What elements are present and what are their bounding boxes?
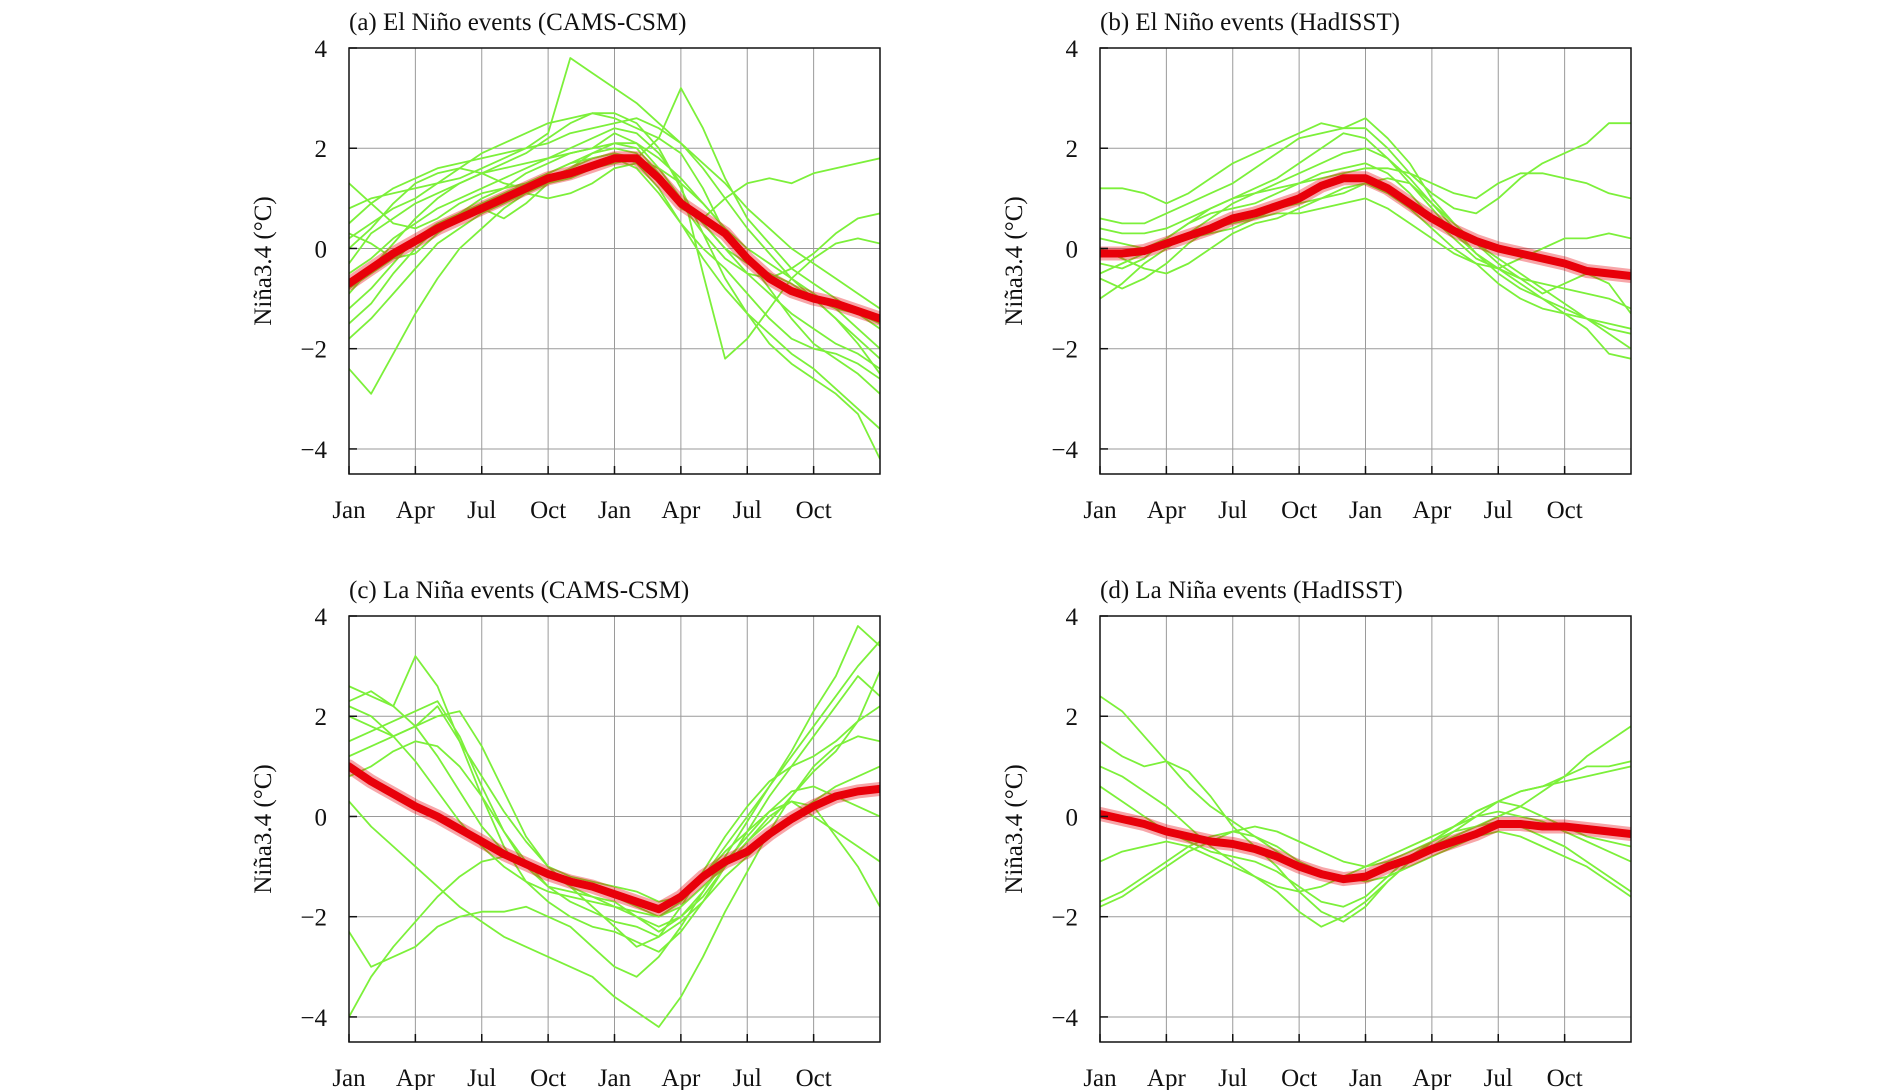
x-tick-label: Jan <box>332 497 366 524</box>
x-tick-label: Oct <box>796 1065 832 1090</box>
member-line-12 <box>349 142 880 350</box>
series-group <box>1100 695 1631 928</box>
x-tick-label: Apr <box>1147 1065 1187 1090</box>
x-tick-label: Jan <box>598 1065 632 1090</box>
x-tick-label: Oct <box>1281 497 1317 524</box>
x-tick-label: Jul <box>1484 497 1513 524</box>
composite-mean-line <box>1100 810 1631 884</box>
y-tick-label: 2 <box>315 704 328 731</box>
member-line-3 <box>349 625 880 978</box>
x-tick-label: Jan <box>332 1065 366 1090</box>
y-tick-label: −4 <box>1051 1005 1078 1032</box>
y-axis-label: Niña3.4 (°C) <box>250 196 277 325</box>
y-tick-label: −2 <box>1051 337 1078 364</box>
member-line-13 <box>349 162 880 375</box>
panel-title: (d) La Niña events (HadISST) <box>1100 577 1403 604</box>
x-tick-label: Apr <box>396 497 436 524</box>
member-line-9 <box>1100 132 1631 330</box>
y-tick-label: 2 <box>1066 704 1079 731</box>
x-tick-label: Oct <box>796 497 832 524</box>
y-tick-label: 4 <box>1066 36 1079 63</box>
panel-a-el-nino-cams-csm: 4 2 0 −2 −4 Jan Apr Jul Oct Jan Apr Jul Oct (a) El Ni… <box>250 9 881 524</box>
y-axis-label: Niña3.4 (°C) <box>1001 764 1028 893</box>
x-tick-label: Jul <box>467 1065 496 1090</box>
member-line-4 <box>349 705 880 1018</box>
x-tick-label: Jan <box>1349 1065 1383 1090</box>
y-tick-label: 2 <box>315 136 328 163</box>
y-tick-label: −2 <box>300 337 327 364</box>
member-line-1 <box>1100 117 1631 350</box>
y-tick-label: 0 <box>1066 236 1079 263</box>
x-tick-label: Oct <box>1547 1065 1583 1090</box>
composite-mean-line <box>349 762 880 914</box>
member-line-8 <box>349 710 880 903</box>
composite-mean-line <box>1100 174 1631 280</box>
y-tick-label: −4 <box>1051 437 1078 464</box>
x-tick-label: Apr <box>661 497 701 524</box>
series-group <box>349 625 880 1028</box>
x-tick-label: Jan <box>1083 1065 1117 1090</box>
x-tick-label: Jul <box>1484 1065 1513 1090</box>
y-tick-label: −2 <box>300 905 327 932</box>
y-tick-label: −4 <box>300 1005 327 1032</box>
y-tick-label: −4 <box>300 437 327 464</box>
panel-title: (c) La Niña events (CAMS-CSM) <box>349 577 689 604</box>
x-tick-label: Oct <box>530 497 566 524</box>
x-tick-label: Oct <box>1281 1065 1317 1090</box>
x-tick-label: Jul <box>733 497 762 524</box>
member-line-9 <box>349 147 880 230</box>
x-tick-label: Jul <box>1218 1065 1247 1090</box>
y-tick-label: 4 <box>315 604 328 631</box>
panel-b-el-nino-hadisst: 4 2 0 −2 −4 Jan Apr Jul Oct Jan Apr Jul Oct (b) El Ni… <box>1001 9 1632 524</box>
x-tick-label: Apr <box>1412 1065 1452 1090</box>
y-tick-label: 0 <box>315 236 328 263</box>
y-axis-label: Niña3.4 (°C) <box>1001 196 1028 325</box>
member-line-14 <box>349 157 880 395</box>
member-line-6 <box>1100 765 1631 928</box>
x-tick-label: Oct <box>1547 497 1583 524</box>
x-tick-label: Apr <box>396 1065 436 1090</box>
panel-title: (b) El Niño events (HadISST) <box>1100 9 1400 36</box>
panel-c-la-nina-cams-csm: 4 2 0 −2 −4 Jan Apr Jul Oct Jan Apr Jul Oct (c) La Ni… <box>250 577 881 1090</box>
member-line-4 <box>1100 765 1631 908</box>
y-tick-label: 0 <box>1066 804 1079 831</box>
x-tick-label: Jan <box>1083 497 1117 524</box>
x-tick-label: Apr <box>1147 497 1187 524</box>
member-line-7 <box>1100 162 1631 310</box>
panel-d-la-nina-hadisst: 4 2 0 −2 −4 Jan Apr Jul Oct Jan Apr Jul Oct (d) La Ni… <box>1001 577 1632 1090</box>
y-tick-label: 0 <box>315 804 328 831</box>
y-tick-label: 4 <box>315 36 328 63</box>
series-group <box>349 57 880 460</box>
x-tick-label: Apr <box>661 1065 701 1090</box>
x-tick-label: Jan <box>1349 497 1383 524</box>
member-line-7 <box>349 112 880 460</box>
composite-mean-line <box>349 154 880 323</box>
member-line-6 <box>349 700 880 933</box>
y-tick-label: −2 <box>1051 905 1078 932</box>
x-tick-label: Jul <box>1218 497 1247 524</box>
member-line-6 <box>1100 197 1631 290</box>
series-group <box>1100 117 1631 360</box>
y-axis-label: Niña3.4 (°C) <box>250 764 277 893</box>
x-tick-label: Jan <box>598 497 632 524</box>
x-tick-label: Jul <box>733 1065 762 1090</box>
panel-title: (a) El Niño events (CAMS-CSM) <box>349 9 686 36</box>
member-line-2 <box>1100 122 1631 225</box>
x-tick-label: Jul <box>467 497 496 524</box>
y-tick-label: 4 <box>1066 604 1079 631</box>
member-line-9 <box>349 670 880 918</box>
x-tick-label: Apr <box>1412 497 1452 524</box>
y-tick-label: 2 <box>1066 136 1079 163</box>
member-line-7 <box>1100 820 1631 908</box>
x-tick-label: Oct <box>530 1065 566 1090</box>
